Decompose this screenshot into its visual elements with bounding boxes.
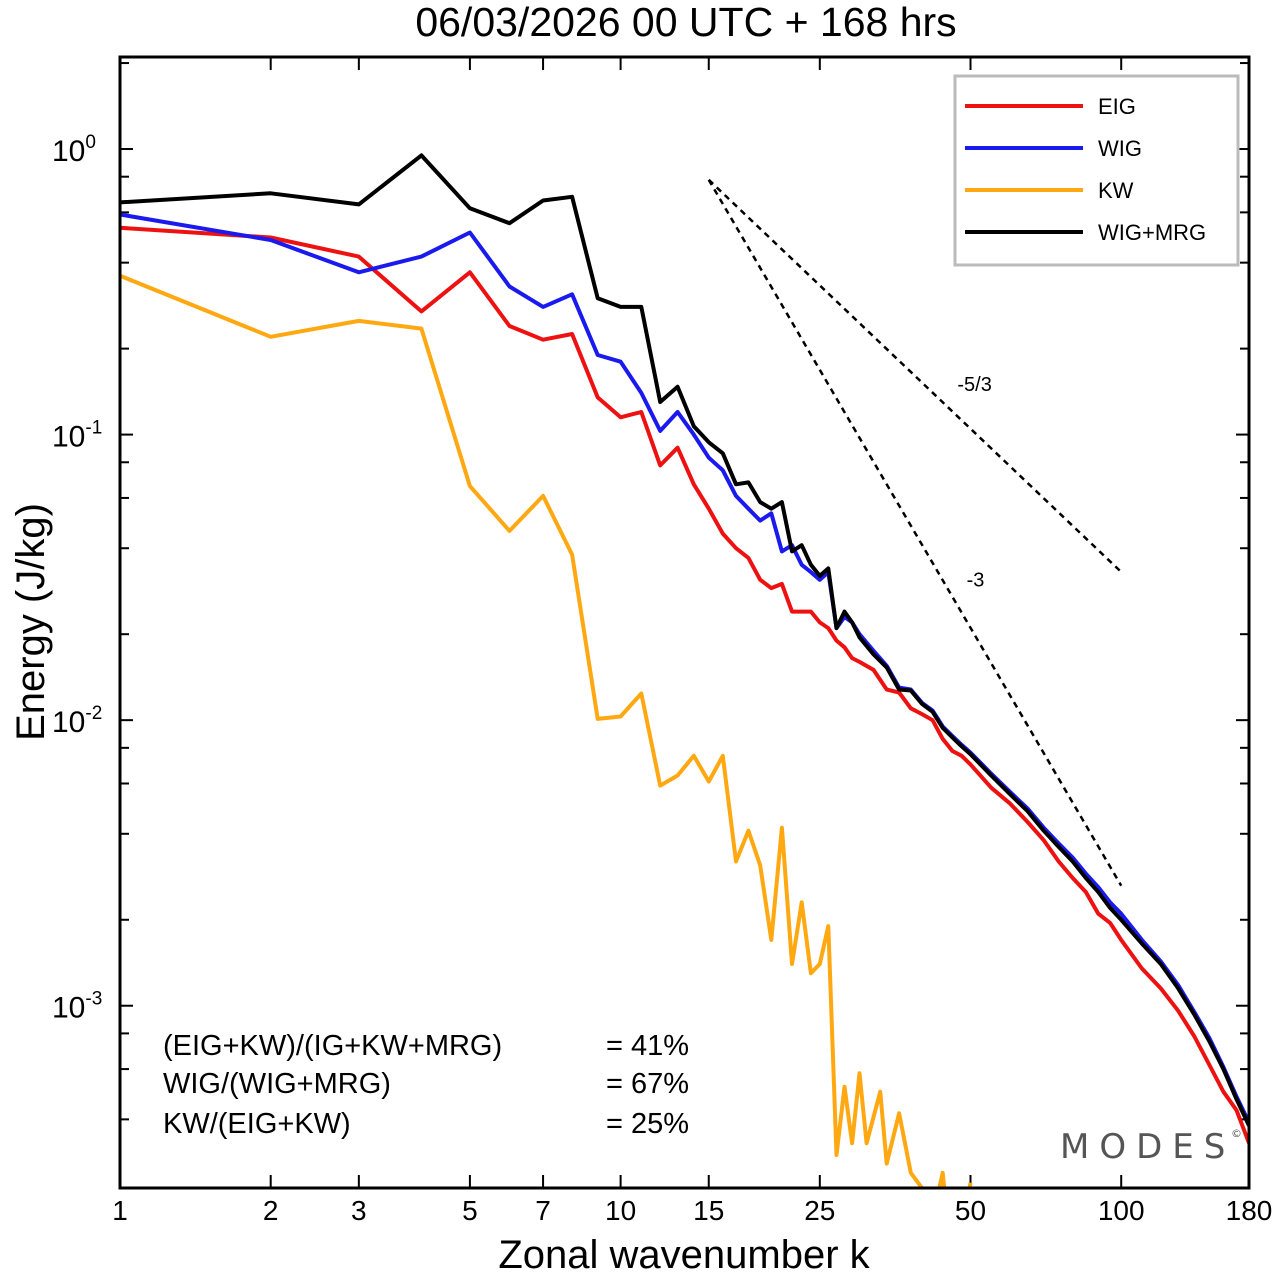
y-tick-label: 10-1 [52,418,102,454]
y-tick-label: 10-2 [52,703,102,739]
x-tick-label: 5 [462,1195,478,1226]
x-axis-label: Zonal wavenumber k [498,1233,870,1277]
legend-label: KW [1098,178,1134,203]
x-tick-label: 50 [955,1195,986,1226]
ratio-annotations: (EIG+KW)/(IG+KW+MRG) = 41% WIG/(WIG+MRG)… [163,1030,689,1140]
ratio-value: = 67% [606,1068,689,1100]
x-tick-label: 2 [263,1195,279,1226]
x-tick-label: 7 [535,1195,551,1226]
ratio-expr: WIG/(WIG+MRG) [163,1068,391,1100]
ratio-expr: (EIG+KW)/(IG+KW+MRG) [163,1030,502,1062]
y-tick-label: 10-3 [52,989,102,1025]
reference-slope-line [707,178,1123,573]
x-tick-label: 10 [605,1195,636,1226]
reference-slope-line [707,179,1123,887]
x-tick-labels: 1 2 3 5 7 10 15 25 50 100 180 [112,1195,1272,1226]
x-tick-label: 100 [1098,1195,1145,1226]
series-line-wig-mrg [120,153,1249,1127]
x-tick-label: 15 [693,1195,724,1226]
ratio-value: = 41% [606,1030,689,1062]
series-lines [120,153,1249,1188]
legend-label: WIG [1098,136,1142,161]
y-tick-labels: 100 10-1 10-2 10-3 [52,132,102,1025]
y-axis-label: Energy (J/kg) [9,503,53,741]
ratio-value: = 25% [606,1108,689,1140]
y-tick-label: 100 [52,132,96,168]
ratio-expr: KW/(EIG+KW) [163,1108,351,1140]
reference-slope-label: -3 [967,570,985,592]
x-tick-label: 3 [351,1195,367,1226]
legend-label: EIG [1098,94,1136,119]
chart-title: 06/03/2026 00 UTC + 168 hrs [415,0,956,45]
x-tick-label: 1 [112,1195,128,1226]
x-tick-label: 180 [1226,1195,1273,1226]
copyright-symbol: © [1231,1127,1242,1140]
plot-frame [118,55,1251,1190]
legend-label: WIG+MRG [1098,220,1206,245]
legend: EIG WIG KW WIG+MRG [953,74,1240,267]
reference-slopes: -5/3 -3 [707,178,1123,887]
series-line-eig [120,225,1249,1144]
modes-watermark: MODES [1060,1127,1235,1167]
reference-slope-label: -5/3 [957,374,991,396]
series-line-kw [120,273,973,1188]
x-tick-label: 25 [804,1195,835,1226]
